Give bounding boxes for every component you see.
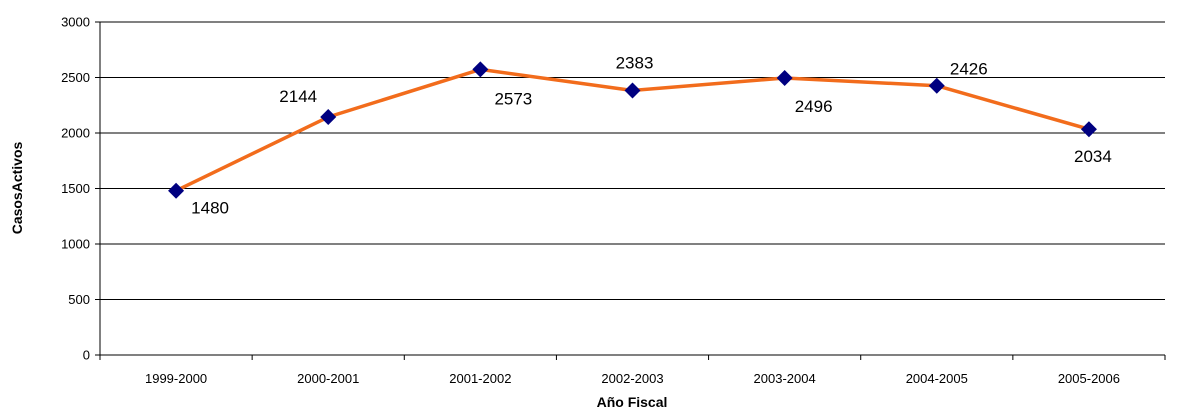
data-label: 2144 (279, 87, 317, 106)
y-tick-label: 500 (68, 292, 90, 307)
y-tick-label: 2500 (61, 70, 90, 85)
axes (99, 22, 1165, 356)
data-point-marker (624, 82, 641, 99)
x-axis-title: Año Fiscal (597, 394, 668, 410)
grid-lines (100, 21, 1165, 300)
data-label: 2573 (494, 89, 532, 108)
y-tick-label: 3000 (61, 15, 90, 30)
x-axis-ticks: 1999-2000 2000-2001 2001-2002 2002-2003 2003… (99, 355, 1166, 386)
x-tick-label: 2004-2005 (906, 371, 968, 386)
data-point-marker (928, 77, 945, 94)
y-tick-label: 1500 (61, 181, 90, 196)
data-point-marker (320, 109, 337, 126)
data-point-marker (1080, 121, 1097, 138)
data-label: 2496 (795, 97, 833, 116)
x-tick-label: 2003-2004 (754, 371, 816, 386)
x-tick-label: 2001-2002 (449, 371, 511, 386)
x-tick-label: 2005-2006 (1058, 371, 1120, 386)
x-tick-label: 2002-2003 (601, 371, 663, 386)
data-label: 2426 (950, 60, 988, 79)
data-label: 2383 (616, 53, 654, 72)
y-tick-label: 2000 (61, 126, 90, 141)
data-label: 2034 (1074, 147, 1112, 166)
data-label: 1480 (191, 199, 229, 218)
y-axis-ticks: 0 500 1000 1500 2000 2500 3000 (61, 15, 100, 363)
data-point-marker (472, 61, 489, 78)
data-labels: 1480 2144 2573 2383 2496 2426 2034 (191, 53, 1112, 217)
y-tick-label: 1000 (61, 237, 90, 252)
x-tick-label: 1999-2000 (145, 371, 207, 386)
data-point-marker (168, 182, 185, 199)
x-tick-label: 2000-2001 (297, 371, 359, 386)
data-point-marker (776, 69, 793, 86)
y-axis-title: CasosActivos (9, 141, 25, 234)
series-line-group (168, 61, 1097, 199)
y-tick-label: 0 (83, 348, 90, 363)
